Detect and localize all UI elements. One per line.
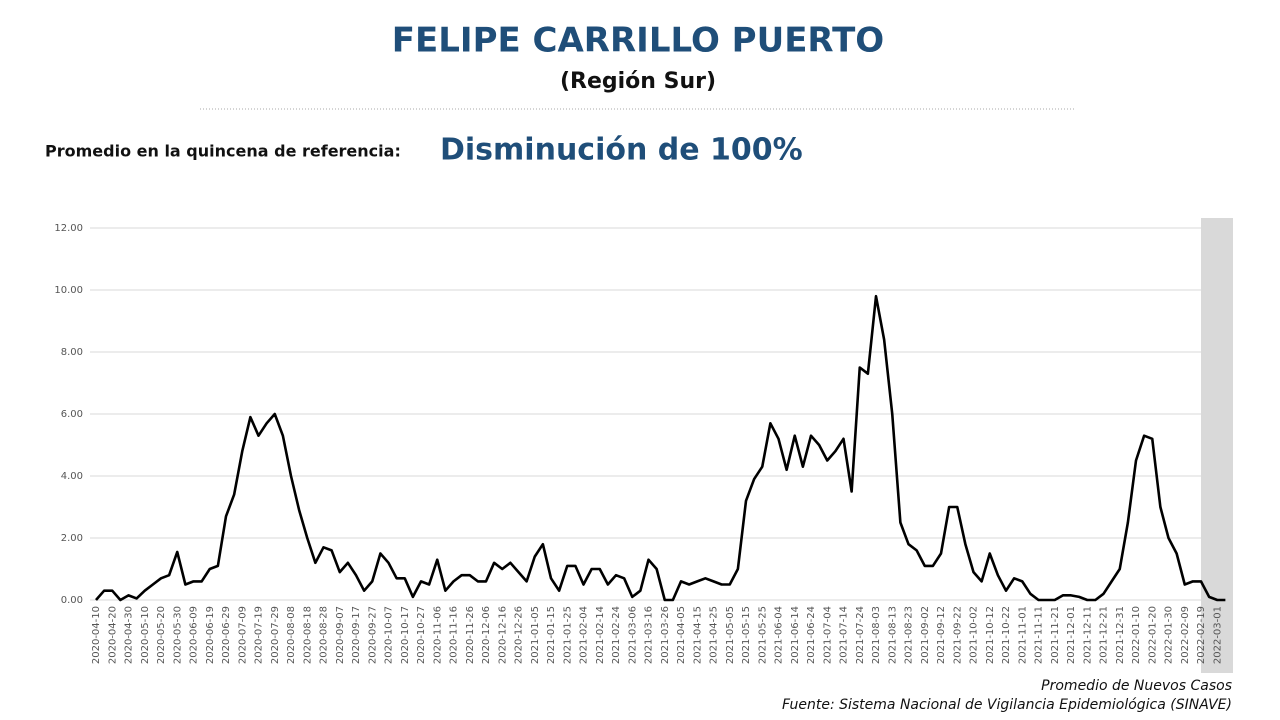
x-tick-label: 2020-06-19 [205,606,216,664]
x-tick-label: 2021-01-25 [562,606,573,664]
x-tick-label: 2020-04-30 [124,606,135,664]
subtitle: (Región Sur) [560,69,716,94]
x-tick-label: 2020-04-20 [107,606,118,664]
y-tick-label: 0.00 [61,595,83,606]
x-tick-label: 2022-01-10 [1131,606,1142,664]
x-tick-label: 2020-08-18 [302,606,313,664]
x-tick-label: 2021-02-14 [595,606,606,664]
x-tick-label: 2021-01-15 [546,606,557,664]
x-tick-label: 2022-02-19 [1196,606,1207,664]
x-tick-label: 2021-10-12 [985,606,996,664]
x-tick-label: 2021-08-23 [904,606,915,664]
x-tick-label: 2021-12-01 [1066,606,1077,664]
x-tick-label: 2021-02-04 [579,606,590,664]
x-tick-label: 2021-05-25 [757,606,768,664]
x-tick-label: 2020-06-29 [221,606,232,664]
x-tick-label: 2021-10-02 [969,606,980,664]
x-tick-label: 2021-08-03 [871,606,882,664]
x-tick-label: 2021-02-24 [611,606,622,664]
x-tick-label: 2021-04-25 [709,606,720,664]
x-tick-label: 2020-12-16 [497,606,508,664]
x-tick-label: 2021-01-05 [530,606,541,664]
y-tick-label: 6.00 [61,409,83,420]
x-tick-label: 2021-06-24 [806,606,817,664]
x-tick-label: 2020-12-26 [514,606,525,664]
x-tick-label: 2021-05-05 [725,606,736,664]
x-tick-label: 2020-05-30 [172,606,183,664]
x-tick-label: 2020-07-09 [237,606,248,664]
x-tick-label: 2022-01-30 [1164,606,1175,664]
reference-value: Disminución de 100% [440,133,803,168]
y-tick-label: 10.00 [54,285,83,296]
x-tick-label: 2021-09-02 [920,606,931,664]
x-tick-label: 2020-10-07 [384,606,395,664]
reference-band [1201,218,1233,673]
x-tick-label: 2021-06-04 [774,606,785,664]
x-tick-label: 2020-08-08 [286,606,297,664]
x-tick-label: 2021-12-31 [1115,606,1126,664]
x-tick-label: 2021-11-11 [1034,606,1045,664]
x-tick-label: 2022-02-09 [1180,606,1191,664]
x-tick-label: 2021-08-13 [887,606,898,664]
title: FELIPE CARRILLO PUERTO [392,21,884,61]
x-tick-label: 2020-07-19 [254,606,265,664]
x-tick-label: 2021-05-15 [741,606,752,664]
x-tick-label: 2021-09-12 [936,606,947,664]
x-tick-label: 2021-12-11 [1082,606,1093,664]
x-tick-label: 2021-09-22 [952,606,963,664]
x-tick-label: 2021-07-14 [839,606,850,664]
x-tick-label: 2020-07-29 [270,606,281,664]
x-tick-label: 2020-09-07 [335,606,346,664]
data-line [95,294,1226,602]
x-tick-label: 2020-11-16 [449,606,460,664]
x-tick-label: 2020-10-17 [400,606,411,664]
x-tick-label: 2022-03-01 [1212,606,1223,664]
x-tick-label: 2021-11-21 [1050,606,1061,664]
x-tick-label: 2021-04-05 [676,606,687,664]
x-tick-label: 2021-07-24 [855,606,866,664]
x-tick-label: 2021-03-26 [660,606,671,664]
x-tick-label: 2020-09-27 [367,606,378,664]
y-tick-label: 4.00 [61,471,83,482]
x-tick-label: 2020-05-10 [140,606,151,664]
x-tick-label: 2021-03-06 [627,606,638,664]
x-tick-label: 2020-05-20 [156,606,167,664]
x-tick-label: 2020-11-06 [432,606,443,664]
x-tick-label: 2021-06-14 [790,606,801,664]
x-tick-label: 2022-01-20 [1147,606,1158,664]
x-tick-label: 2021-10-22 [1001,606,1012,664]
x-tick-label: 2020-04-10 [91,606,102,664]
x-tick-label: 2020-06-09 [189,606,200,664]
x-tick-label: 2020-11-26 [465,606,476,664]
legend-text: Promedio de Nuevos Casos [1041,678,1232,694]
x-tick-label: 2020-10-27 [416,606,427,664]
y-tick-label: 2.00 [61,533,83,544]
reference-label: Promedio en la quincena de referencia: [45,142,401,161]
x-tick-label: 2021-03-16 [644,606,655,664]
x-tick-label: 2021-07-04 [822,606,833,664]
y-tick-label: 8.00 [61,347,83,358]
x-tick-label: 2020-09-17 [351,606,362,664]
x-tick-label: 2021-04-15 [692,606,703,664]
x-tick-label: 2021-12-21 [1099,606,1110,664]
x-tick-label: 2021-11-01 [1017,606,1028,664]
y-tick-label: 12.00 [54,223,83,234]
source: Fuente: Sistema Nacional de Vigilancia E… [782,697,1232,713]
x-tick-label: 2020-12-06 [481,606,492,664]
x-tick-label: 2020-08-28 [319,606,330,664]
